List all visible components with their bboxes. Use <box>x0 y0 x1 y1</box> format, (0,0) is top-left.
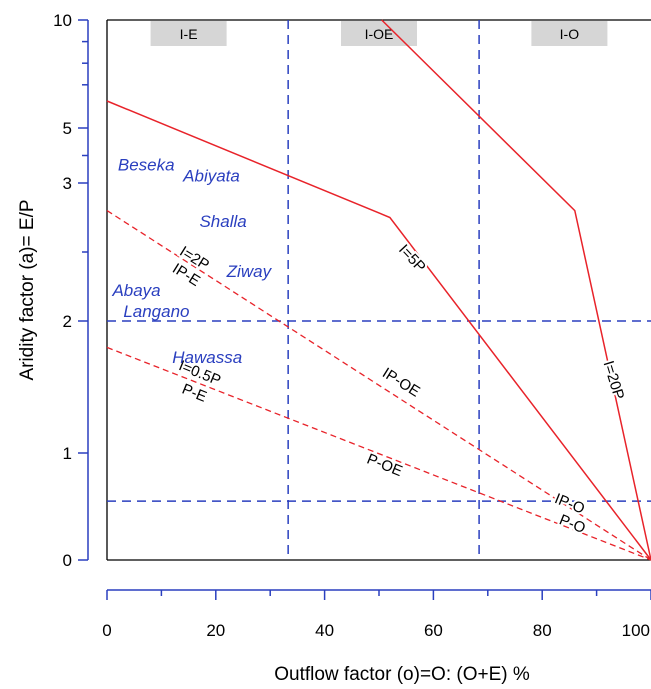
y-tick-label: 1 <box>63 444 72 463</box>
plot-frame <box>106 19 651 561</box>
x-tick-label: 100 <box>622 621 650 640</box>
line-label: I=5P <box>395 241 429 275</box>
lake-labels: Beseka Abiyata Shalla Ziway Abaya Langano Hawa… <box>111 156 272 368</box>
y-tick-label: 0 <box>63 551 72 570</box>
y-tick-label: 10 <box>53 11 72 30</box>
x-tick-label: 60 <box>424 621 443 640</box>
series-line <box>106 210 651 561</box>
y-tick-label: 2 <box>63 312 72 331</box>
lake-label: Abiyata <box>182 167 240 186</box>
lake-label: Abaya <box>111 281 160 300</box>
x-tick-label: 40 <box>315 621 334 640</box>
series-lines <box>106 19 651 561</box>
line-label: P-OE <box>364 451 404 481</box>
x-axis-title: Outflow factor (o)=O: (O+E) % <box>274 664 530 685</box>
y-tick-label: 3 <box>63 174 72 193</box>
region-label: I-OE <box>365 26 394 42</box>
region-labels: I-E I-OE I-O <box>150 21 608 46</box>
lake-label: Hawassa <box>172 348 242 367</box>
x-tick-label: 20 <box>206 621 225 640</box>
y-axis-title: Aridity factor (a)= E/P <box>17 199 38 380</box>
lake-label: Beseka <box>118 156 175 175</box>
lake-label: Langano <box>123 302 189 321</box>
series-line <box>381 19 651 561</box>
region-box <box>150 21 227 46</box>
region-label: I-E <box>180 26 198 42</box>
line-label: IP-OE <box>379 365 423 401</box>
guide-lines <box>107 20 651 560</box>
lake-label: Ziway <box>226 262 273 281</box>
series-line <box>106 346 651 561</box>
y-tick-label: 5 <box>63 119 72 138</box>
y-axis: 0 1 2 3 5 10 <box>53 11 89 570</box>
region-label: I-O <box>560 26 580 42</box>
series-line <box>106 100 651 561</box>
x-axis: 0 20 40 60 80 100 <box>102 589 651 640</box>
region-box <box>531 21 608 46</box>
lake-label: Shalla <box>199 212 246 231</box>
x-tick-label: 80 <box>533 621 552 640</box>
x-tick-label: 0 <box>102 621 111 640</box>
line-label: I=20P <box>599 359 627 402</box>
line-labels: I=20PI=5PI=2PIP-EIP-OEIP-OI=0.5PP-EP-OEP… <box>167 239 629 539</box>
